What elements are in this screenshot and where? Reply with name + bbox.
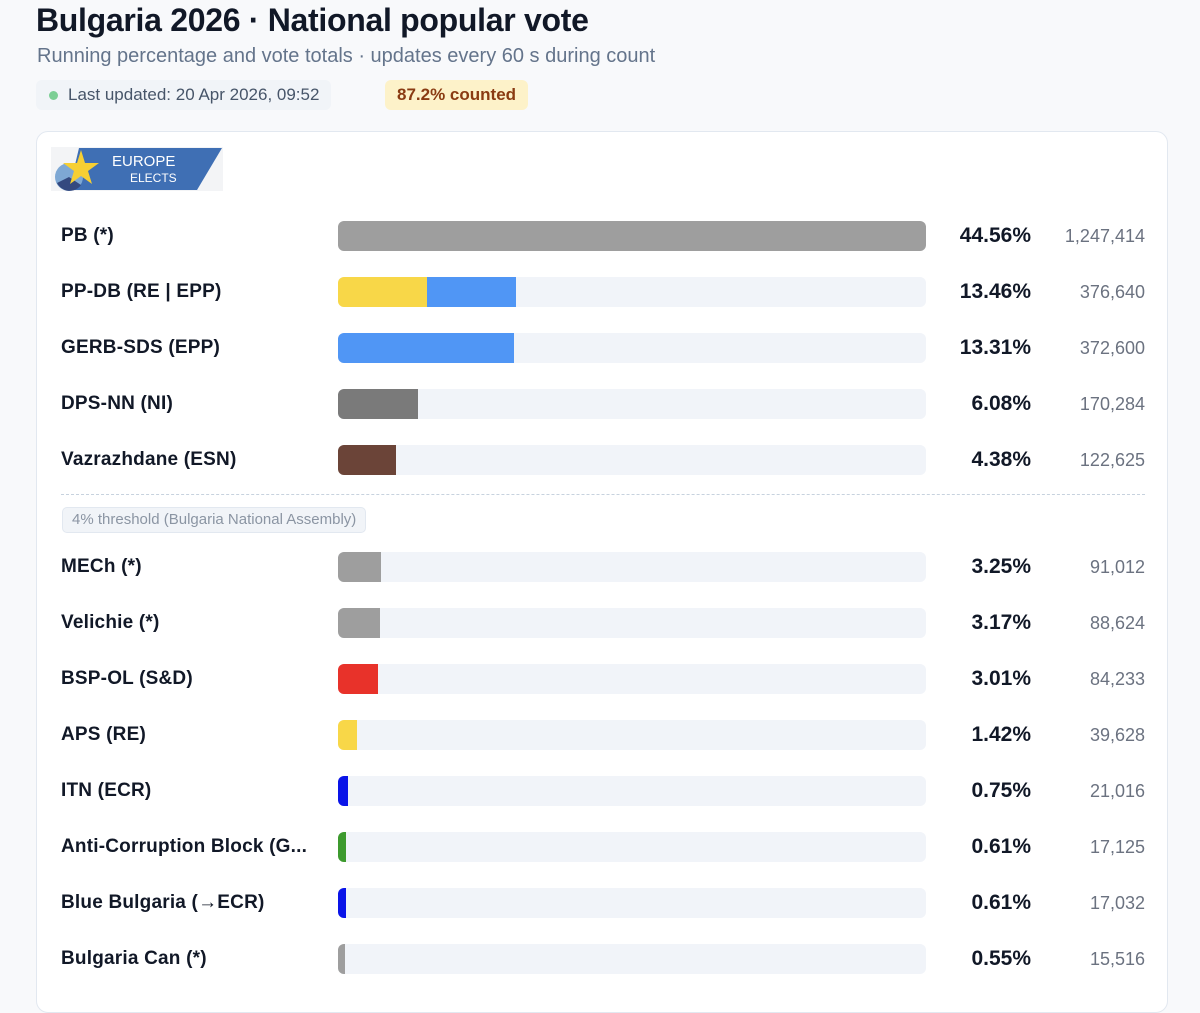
- party-votes: 88,624: [1089, 613, 1145, 633]
- bar-track: [338, 333, 926, 363]
- party-row: Bulgaria Can (*) 0.55% 15,516: [61, 944, 1145, 974]
- party-votes: 372,600: [1079, 338, 1145, 358]
- last-updated-text: Last updated: 20 Apr 2026, 09:52: [68, 85, 320, 104]
- bar-segment: [338, 552, 381, 582]
- party-row: Anti-Corruption Block (G... 0.61% 17,125: [61, 832, 1145, 862]
- party-name: MECh (*): [61, 556, 142, 577]
- counted-badge: 87.2% counted: [385, 80, 529, 110]
- party-percentage: 0.61%: [971, 891, 1031, 914]
- party-row: APS (RE) 1.42% 39,628: [61, 720, 1145, 750]
- party-percentage: 3.01%: [971, 667, 1031, 690]
- bar-segment: [338, 832, 347, 862]
- party-row: Blue Bulgaria (→ECR) 0.61% 17,032: [61, 888, 1145, 918]
- party-votes: 21,016: [1089, 781, 1145, 801]
- party-row: DPS-NN (NI) 6.08% 170,284: [61, 389, 1145, 419]
- bar-track: [338, 277, 926, 307]
- party-votes: 84,233: [1089, 669, 1145, 689]
- party-percentage: 1.42%: [971, 723, 1031, 746]
- party-votes: 39,628: [1089, 725, 1145, 745]
- bar-segment: [338, 333, 514, 363]
- bar-segment: [338, 776, 348, 806]
- party-name: DPS-NN (NI): [61, 393, 173, 414]
- party-name: APS (RE): [61, 724, 146, 745]
- threshold-divider: [61, 494, 1145, 495]
- last-updated-badge: Last updated: 20 Apr 2026, 09:52: [36, 80, 332, 110]
- party-votes: 15,516: [1089, 949, 1145, 969]
- party-row: BSP-OL (S&D) 3.01% 84,233: [61, 664, 1145, 694]
- party-percentage: 44.56%: [959, 224, 1031, 247]
- party-row: GERB-SDS (EPP) 13.31% 372,600: [61, 333, 1145, 363]
- page-title: Bulgaria 2026 · National popular vote: [36, 2, 589, 38]
- bar-track: [338, 445, 926, 475]
- bar-segment: [338, 445, 396, 475]
- page-subtitle: Running percentage and vote totals · upd…: [37, 45, 656, 67]
- bar-track: [338, 552, 926, 582]
- party-name: ITN (ECR): [61, 780, 152, 801]
- party-votes: 376,640: [1079, 282, 1145, 302]
- party-votes: 1,247,414: [1064, 226, 1145, 246]
- party-name: Anti-Corruption Block (G...: [61, 836, 308, 857]
- bar-track: [338, 720, 926, 750]
- bar-track: [338, 221, 926, 251]
- party-votes: 17,125: [1089, 837, 1145, 857]
- threshold-label: 4% threshold (Bulgaria National Assembly…: [62, 507, 367, 533]
- europe-elects-logo: EUROPE ELECTS: [51, 147, 223, 191]
- bar-segment: [338, 221, 926, 251]
- party-name: Bulgaria Can (*): [61, 948, 207, 969]
- party-percentage: 0.61%: [971, 835, 1031, 858]
- bar-segment: [338, 664, 378, 694]
- party-votes: 91,012: [1089, 557, 1145, 577]
- party-name: Vazrazhdane (ESN): [61, 449, 237, 470]
- svg-text:ELECTS: ELECTS: [130, 171, 177, 185]
- bar-segment: [426, 277, 516, 307]
- bar-segment: [338, 608, 380, 638]
- party-percentage: 4.38%: [971, 448, 1031, 471]
- svg-text:EUROPE: EUROPE: [112, 153, 175, 170]
- bar-track: [338, 944, 926, 974]
- bar-segment: [338, 277, 427, 307]
- bar-track: [338, 389, 926, 419]
- bar-track: [338, 832, 926, 862]
- bar-segment: [338, 944, 346, 974]
- bar-segment: [338, 389, 419, 419]
- bar-track: [338, 888, 926, 918]
- party-votes: 17,032: [1089, 893, 1145, 913]
- party-name: BSP-OL (S&D): [61, 668, 193, 689]
- party-row: PP-DB (RE | EPP) 13.46% 376,640: [61, 277, 1145, 307]
- status-dot-icon: [49, 91, 58, 100]
- bar-segment: [338, 720, 357, 750]
- party-row: MECh (*) 3.25% 91,012: [61, 552, 1145, 582]
- party-row: Vazrazhdane (ESN) 4.38% 122,625: [61, 445, 1145, 475]
- party-name: PP-DB (RE | EPP): [61, 281, 222, 302]
- bar-track: [338, 608, 926, 638]
- bar-track: [338, 776, 926, 806]
- party-votes: 170,284: [1079, 394, 1145, 414]
- party-name: PB (*): [61, 225, 114, 246]
- party-percentage: 13.46%: [959, 280, 1031, 303]
- party-name: GERB-SDS (EPP): [61, 337, 221, 358]
- party-name: Blue Bulgaria (→ECR): [61, 892, 265, 913]
- party-votes: 122,625: [1079, 450, 1145, 470]
- party-row: PB (*) 44.56% 1,247,414: [61, 221, 1145, 251]
- bar-track: [338, 664, 926, 694]
- party-percentage: 13.31%: [959, 336, 1031, 359]
- party-percentage: 0.55%: [971, 947, 1031, 970]
- party-percentage: 6.08%: [971, 392, 1031, 415]
- party-name: Velichie (*): [61, 612, 160, 633]
- party-percentage: 3.17%: [971, 611, 1031, 634]
- party-row: ITN (ECR) 0.75% 21,016: [61, 776, 1145, 806]
- party-row: Velichie (*) 3.17% 88,624: [61, 608, 1145, 638]
- party-percentage: 3.25%: [971, 555, 1031, 578]
- party-percentage: 0.75%: [971, 779, 1031, 802]
- bar-segment: [338, 888, 347, 918]
